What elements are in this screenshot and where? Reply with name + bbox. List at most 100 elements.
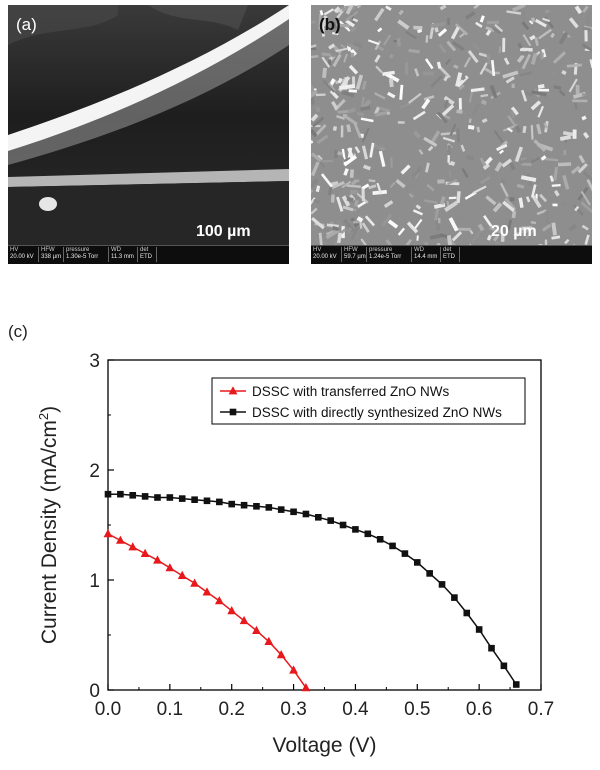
x-tick-label: 0.3 bbox=[280, 699, 306, 720]
nanowire-texture bbox=[521, 21, 530, 31]
nanowire-texture bbox=[389, 181, 396, 189]
nanowire-texture bbox=[451, 231, 463, 242]
nanowire-texture bbox=[543, 122, 549, 129]
nanowire-texture bbox=[364, 215, 376, 227]
nanowire-texture bbox=[318, 13, 322, 30]
nanowire-texture bbox=[342, 113, 348, 118]
nanowire-texture bbox=[437, 28, 448, 37]
nanowire-texture bbox=[521, 53, 532, 70]
info-value: 1.30e-5 Torr bbox=[66, 254, 99, 260]
nanowire-texture bbox=[470, 229, 482, 245]
nanowire-texture bbox=[443, 75, 449, 82]
nanowire-texture bbox=[572, 129, 577, 139]
nanowire-texture bbox=[329, 89, 339, 100]
nanowire-texture bbox=[467, 50, 479, 64]
data-point-triangle bbox=[177, 570, 187, 579]
data-point-square bbox=[178, 495, 186, 502]
info-value: ETD bbox=[443, 254, 455, 260]
nanowire-texture bbox=[414, 68, 420, 77]
data-point-square bbox=[376, 536, 384, 543]
nanowire-texture bbox=[315, 123, 327, 136]
series-1 bbox=[104, 490, 520, 688]
nanowire-texture bbox=[477, 223, 485, 232]
nanowire-texture bbox=[558, 89, 566, 97]
data-point-square bbox=[488, 644, 495, 652]
info-header: HV bbox=[10, 247, 19, 253]
y-tick-label: 1 bbox=[89, 571, 100, 592]
info-header: det bbox=[140, 247, 149, 253]
nanowire-texture bbox=[471, 41, 481, 52]
nanowire-texture bbox=[500, 178, 506, 184]
nanowire-texture bbox=[519, 47, 533, 52]
nanowire-texture bbox=[447, 145, 452, 156]
info-header: pressure bbox=[66, 247, 90, 253]
nanowire-texture bbox=[461, 167, 469, 179]
nanowire-texture bbox=[449, 160, 456, 167]
nanowire-texture bbox=[334, 91, 341, 97]
nanowire-texture bbox=[390, 157, 393, 168]
nanowire-texture bbox=[447, 17, 451, 26]
x-tick-label: 0.6 bbox=[466, 699, 492, 720]
nanowire-texture bbox=[311, 89, 318, 103]
nanowire-texture bbox=[311, 129, 318, 138]
nanowire-texture bbox=[346, 226, 353, 234]
nanowire-texture bbox=[412, 209, 424, 216]
nanowire-texture bbox=[498, 46, 502, 53]
x-tick-label: 0.0 bbox=[95, 699, 121, 720]
nanowire-texture bbox=[322, 15, 328, 27]
nanowire-texture bbox=[321, 56, 331, 68]
nanowire-texture bbox=[437, 217, 441, 224]
nanowire-texture bbox=[502, 70, 519, 79]
nanowire-texture bbox=[411, 165, 423, 178]
nanowire-texture bbox=[374, 54, 381, 63]
nanowire-texture bbox=[327, 82, 336, 93]
nanowire-texture bbox=[425, 162, 430, 173]
nanowire-texture bbox=[311, 152, 322, 162]
nanowire-texture bbox=[317, 227, 330, 231]
data-point-square bbox=[451, 594, 458, 601]
nanowire-texture bbox=[347, 147, 355, 160]
data-point-square bbox=[104, 490, 112, 498]
nanowire-texture bbox=[456, 109, 463, 114]
nanowire-texture bbox=[542, 157, 559, 162]
nanowire-texture bbox=[449, 123, 457, 137]
nanowire-texture bbox=[347, 107, 356, 114]
nanowire-texture bbox=[510, 106, 519, 116]
nanowire-texture bbox=[521, 226, 533, 231]
y-tick-label: 3 bbox=[89, 351, 100, 372]
nanowire-texture bbox=[439, 196, 446, 205]
nanowire-texture bbox=[374, 40, 382, 51]
nanowire-texture bbox=[465, 155, 475, 161]
nanowire-texture bbox=[356, 216, 364, 223]
nanowire-texture bbox=[448, 217, 459, 232]
nanowire-texture bbox=[382, 34, 392, 46]
y-tick-label: 2 bbox=[89, 461, 100, 482]
nanowire-texture bbox=[507, 219, 513, 231]
nanowire-texture bbox=[379, 106, 391, 113]
nanowire-texture bbox=[353, 41, 363, 46]
sem-panel-a: (a) 100 µm HV 20.00 kV HFW 338 µm pressure… bbox=[8, 5, 289, 264]
nanowire-texture bbox=[408, 192, 414, 199]
data-point-triangle bbox=[202, 587, 212, 596]
data-point-square bbox=[327, 517, 334, 524]
nanowire-texture bbox=[374, 111, 388, 117]
nanowire-texture bbox=[499, 149, 504, 155]
nanowire-texture bbox=[530, 52, 538, 65]
nanowire-texture bbox=[534, 18, 547, 28]
nanowire-texture bbox=[351, 76, 356, 85]
nanowire-texture bbox=[578, 154, 586, 164]
nanowire-texture bbox=[361, 222, 370, 233]
nanowire-texture bbox=[332, 54, 342, 68]
sem-panel-b: (b) 20 µm HV 20.00 kV HFW 59.7 µm pressure… bbox=[311, 5, 592, 264]
nanowire-texture bbox=[336, 232, 342, 244]
nanowire-texture bbox=[506, 127, 514, 133]
data-point-square bbox=[191, 496, 198, 503]
nanowire-texture bbox=[415, 204, 422, 210]
nanowire-texture bbox=[439, 5, 447, 11]
info-value: 1.24e-5 Torr bbox=[369, 254, 402, 260]
nanowire-texture bbox=[361, 145, 369, 160]
nanowire-texture bbox=[460, 144, 466, 152]
nanowire-texture bbox=[467, 124, 475, 130]
nanowire-texture bbox=[319, 9, 324, 16]
nanowire-texture bbox=[520, 175, 537, 183]
